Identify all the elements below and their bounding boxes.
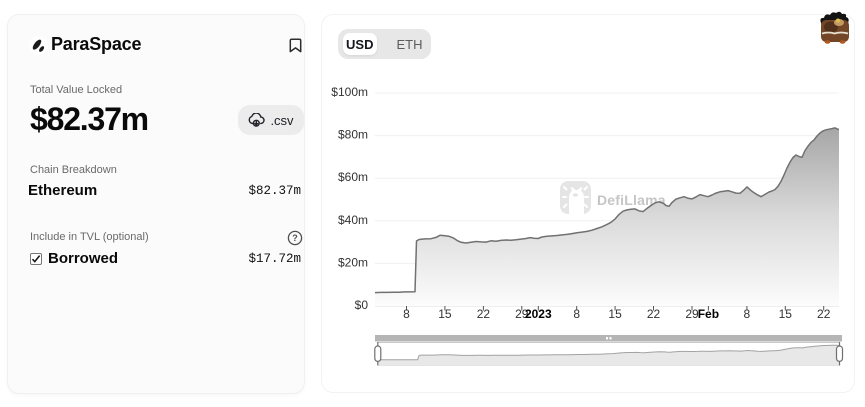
svg-text:22: 22 [477,307,491,321]
svg-text:$60m: $60m [338,170,368,184]
svg-text:22: 22 [647,307,661,321]
svg-text:$40m: $40m [338,213,368,227]
svg-text:8: 8 [744,307,751,321]
svg-text:DefiLlama: DefiLlama [597,192,666,208]
svg-text:$20m: $20m [338,255,368,269]
svg-text:2023: 2023 [525,307,552,321]
svg-text:8: 8 [573,307,580,321]
svg-text:15: 15 [779,307,793,321]
svg-text:?: ? [292,233,298,243]
svg-text:Feb: Feb [698,307,719,321]
svg-text:$100m: $100m [331,85,368,99]
svg-text:29: 29 [685,307,699,321]
svg-text:15: 15 [438,307,452,321]
svg-text:$0: $0 [355,298,369,312]
svg-text:$80m: $80m [338,128,368,142]
svg-text:8: 8 [403,307,410,321]
svg-text:15: 15 [608,307,622,321]
svg-text:29: 29 [515,307,529,321]
svg-text:22: 22 [817,307,831,321]
